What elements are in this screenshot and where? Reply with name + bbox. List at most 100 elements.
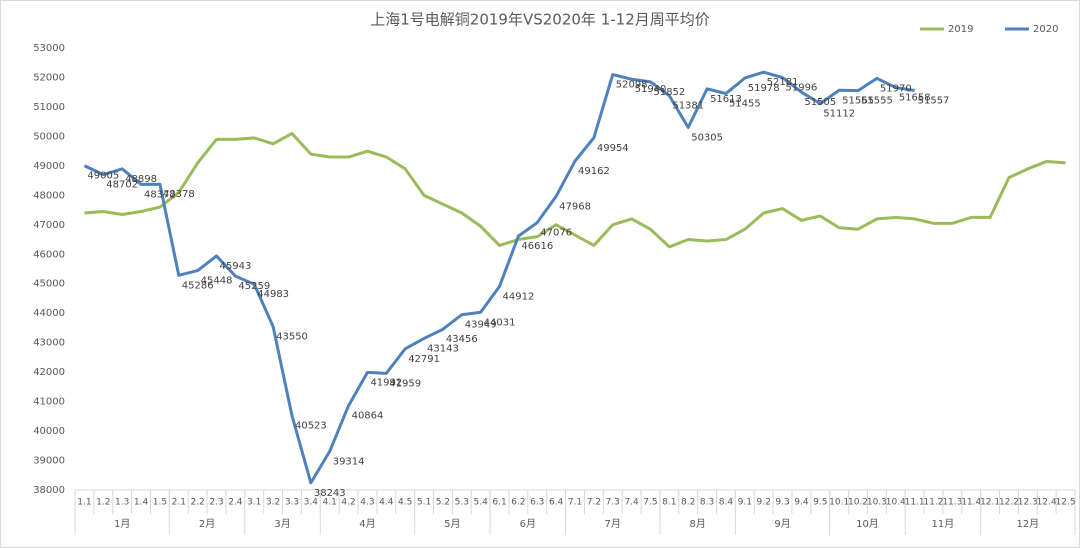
x-tick-label: 3.4 bbox=[304, 498, 319, 508]
data-label: 45943 bbox=[220, 261, 252, 272]
group-label: 3月 bbox=[274, 518, 290, 530]
x-tick-label: 3.2 bbox=[266, 498, 280, 508]
group-label: 2月 bbox=[199, 518, 215, 530]
data-label: 51505 bbox=[804, 97, 836, 108]
data-label: 51852 bbox=[653, 87, 685, 98]
x-tick-label: 2.2 bbox=[190, 498, 204, 508]
x-tick-label: 12.4 bbox=[1037, 498, 1057, 508]
x-tick-label: 4.4 bbox=[379, 498, 394, 508]
data-label: 43456 bbox=[446, 334, 478, 345]
data-label: 45286 bbox=[182, 280, 214, 291]
data-label: 47968 bbox=[559, 201, 591, 212]
y-tick-label: 50000 bbox=[33, 131, 65, 142]
data-label: 38243 bbox=[314, 488, 346, 499]
chart-title: 上海1号电解铜2019年VS2020年 1-12月周平均价 bbox=[370, 11, 710, 29]
x-tick-label: 8.4 bbox=[719, 498, 734, 508]
y-tick-label: 53000 bbox=[33, 43, 65, 54]
y-tick-label: 51000 bbox=[33, 102, 65, 113]
x-tick-label: 5.3 bbox=[455, 498, 469, 508]
data-label: 41992 bbox=[370, 377, 402, 388]
y-tick-label: 39000 bbox=[33, 456, 65, 467]
x-tick-label: 9.5 bbox=[813, 498, 827, 508]
x-tick-label: 4.1 bbox=[323, 498, 337, 508]
data-label: 48372 bbox=[144, 189, 176, 200]
y-tick-label: 52000 bbox=[33, 72, 65, 83]
data-label: 51996 bbox=[786, 83, 818, 94]
x-tick-label: 11.3 bbox=[942, 498, 962, 508]
data-label: 51613 bbox=[710, 94, 742, 105]
data-label: 44983 bbox=[257, 289, 289, 300]
x-tick-label: 1.3 bbox=[115, 498, 129, 508]
group-label: 12月 bbox=[1016, 518, 1039, 530]
x-tick-label: 8.1 bbox=[662, 498, 676, 508]
y-tick-label: 46000 bbox=[33, 249, 65, 260]
x-tick-label: 6.2 bbox=[511, 498, 525, 508]
x-tick-label: 10.3 bbox=[867, 498, 887, 508]
data-label: 43949 bbox=[465, 320, 497, 331]
data-label: 51565 bbox=[842, 95, 874, 106]
legend-label: 2019 bbox=[948, 24, 973, 35]
data-label: 46616 bbox=[521, 241, 553, 252]
group-label: 10月 bbox=[856, 518, 879, 530]
data-label: 47076 bbox=[540, 228, 572, 239]
group-label: 4月 bbox=[359, 518, 375, 530]
x-tick-label: 6.1 bbox=[492, 498, 506, 508]
x-tick-label: 12.3 bbox=[1018, 498, 1038, 508]
group-label: 6月 bbox=[520, 518, 536, 530]
data-label: 51978 bbox=[748, 83, 780, 94]
data-label: 44912 bbox=[503, 291, 535, 302]
x-tick-label: 3.1 bbox=[247, 498, 261, 508]
x-tick-label: 9.3 bbox=[775, 498, 789, 508]
x-tick-label: 7.1 bbox=[568, 498, 582, 508]
y-tick-label: 47000 bbox=[33, 220, 65, 231]
x-tick-label: 5.4 bbox=[473, 498, 488, 508]
data-label: 51455 bbox=[729, 99, 761, 110]
x-tick-label: 12.5 bbox=[1056, 498, 1076, 508]
x-tick-label: 6.4 bbox=[549, 498, 564, 508]
data-label: 42791 bbox=[408, 354, 440, 365]
group-label: 5月 bbox=[444, 518, 460, 530]
data-label: 49162 bbox=[578, 166, 610, 177]
x-tick-label: 6.3 bbox=[530, 498, 544, 508]
x-tick-label: 5.2 bbox=[436, 498, 450, 508]
data-label: 51970 bbox=[880, 83, 912, 94]
group-label: 8月 bbox=[689, 518, 705, 530]
data-label: 48898 bbox=[125, 174, 157, 185]
x-tick-label: 1.5 bbox=[153, 498, 167, 508]
data-label: 40523 bbox=[295, 421, 327, 432]
x-tick-label: 7.2 bbox=[587, 498, 601, 508]
x-tick-label: 10.4 bbox=[886, 498, 906, 508]
x-tick-label: 4.2 bbox=[341, 498, 355, 508]
x-tick-label: 1.2 bbox=[96, 498, 110, 508]
y-tick-label: 48000 bbox=[33, 190, 65, 201]
x-tick-label: 10.1 bbox=[829, 498, 849, 508]
group-label: 9月 bbox=[774, 518, 790, 530]
data-label: 51555 bbox=[861, 96, 893, 107]
data-label: 39314 bbox=[333, 456, 365, 467]
y-tick-label: 43000 bbox=[33, 338, 65, 349]
data-label: 43143 bbox=[427, 343, 459, 354]
group-label: 11月 bbox=[932, 518, 955, 530]
data-label: 51940 bbox=[635, 84, 667, 95]
data-label: 51381 bbox=[672, 101, 704, 112]
x-tick-label: 7.3 bbox=[606, 498, 620, 508]
data-label: 43550 bbox=[276, 331, 308, 342]
x-tick-label: 7.5 bbox=[643, 498, 657, 508]
legend-label: 2020 bbox=[1033, 24, 1058, 35]
data-label: 48702 bbox=[106, 180, 138, 191]
x-tick-label: 9.2 bbox=[757, 498, 771, 508]
data-label: 40864 bbox=[352, 411, 384, 422]
x-tick-label: 8.3 bbox=[700, 498, 714, 508]
x-tick-label: 4.5 bbox=[398, 498, 412, 508]
x-tick-label: 3.3 bbox=[285, 498, 299, 508]
x-tick-label: 1.4 bbox=[134, 498, 149, 508]
series-line bbox=[83, 70, 915, 485]
data-label: 41959 bbox=[389, 378, 421, 389]
data-label: 51557 bbox=[918, 96, 950, 107]
data-label: 52181 bbox=[767, 77, 799, 88]
x-tick-label: 11.1 bbox=[905, 498, 925, 508]
x-tick-label: 9.1 bbox=[738, 498, 752, 508]
y-tick-label: 38000 bbox=[33, 485, 65, 496]
x-tick-label: 7.4 bbox=[624, 498, 639, 508]
